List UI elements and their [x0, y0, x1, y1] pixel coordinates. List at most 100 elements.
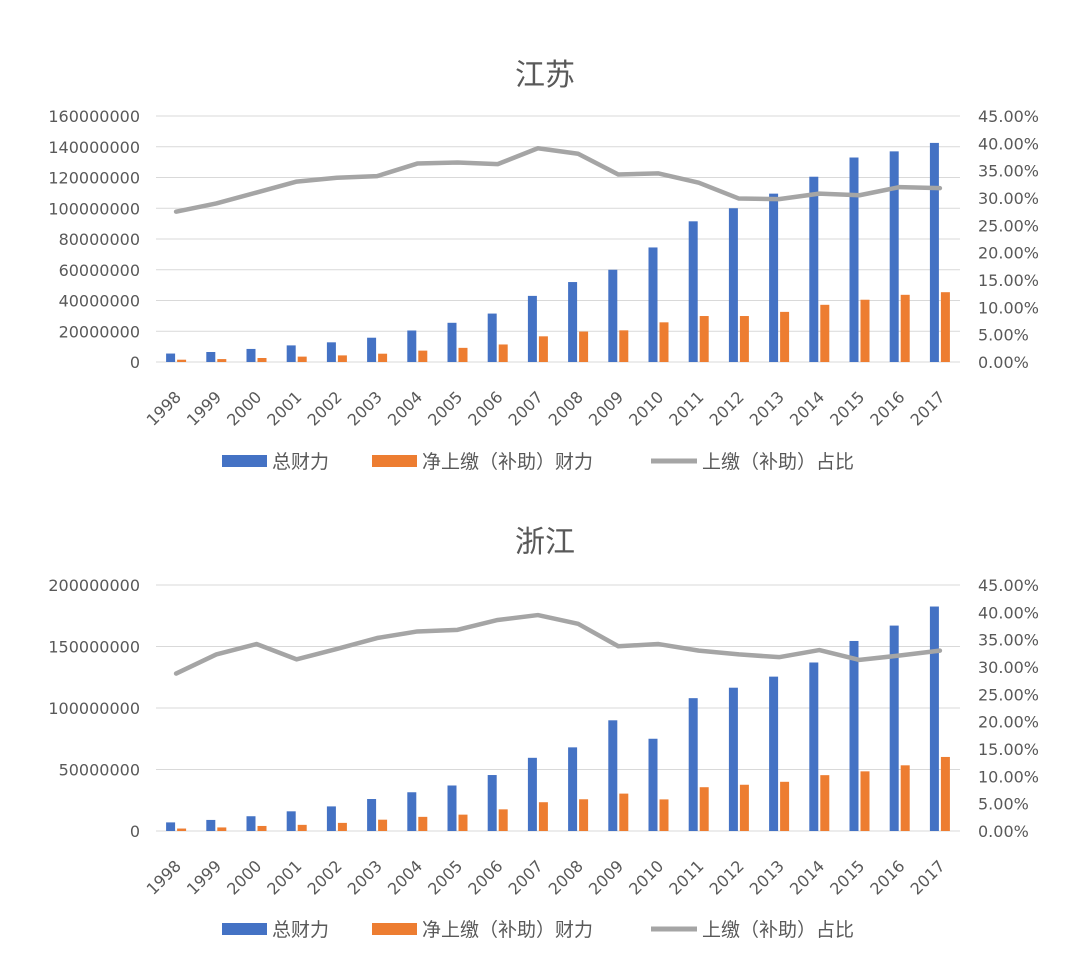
y-tick-label: 120000000	[48, 169, 140, 188]
y-tick-label: 20000000	[59, 322, 140, 341]
bar-total-1999	[206, 352, 216, 362]
x-tick-label: 2011	[665, 387, 707, 429]
legend-swatch-total	[222, 455, 267, 467]
bar-net-2007	[538, 336, 548, 362]
y-tick-label: 50000000	[59, 761, 140, 780]
bar-total-2006	[487, 313, 497, 362]
legend: 总财力 净上缴（补助）财力 上缴（补助）占比	[222, 451, 854, 473]
bar-total-2002	[326, 342, 336, 362]
bar-total-2007	[527, 757, 537, 831]
x-tick-label: 2008	[545, 387, 587, 429]
bar-total-2007	[527, 295, 537, 362]
x-tick-label: 2004	[384, 856, 426, 898]
x-tick-label: 2013	[746, 856, 788, 898]
legend-label-net: 净上缴（补助）财力	[422, 919, 593, 941]
y2-tick-label: 0.00%	[978, 353, 1029, 372]
y2-tick-label: 15.00%	[978, 271, 1039, 290]
bar-net-1999	[217, 827, 227, 831]
bar-total-2002	[326, 806, 336, 831]
x-tick-label: 2012	[706, 387, 748, 429]
y2-tick-label: 10.00%	[978, 767, 1039, 786]
x-tick-label: 1998	[143, 387, 185, 429]
legend-label-ratio: 上缴（补助）占比	[702, 919, 854, 941]
y2-tick-label: 0.00%	[978, 822, 1029, 841]
x-tick-label: 2009	[585, 387, 627, 429]
bar-net-2012	[739, 316, 749, 362]
y-tick-label: 40000000	[59, 292, 140, 311]
x-tick-label: 2003	[344, 387, 386, 429]
y-tick-label: 60000000	[59, 261, 140, 280]
y2-tick-label: 45.00%	[978, 107, 1039, 126]
ratio-line	[173, 612, 943, 676]
bar-total-2015	[849, 640, 859, 831]
y2-tick-label: 35.00%	[978, 631, 1039, 650]
x-tick-label: 2005	[424, 387, 466, 429]
bar-total-2013	[769, 676, 779, 831]
bar-net-2013	[780, 311, 790, 362]
bar-total-2017	[929, 606, 939, 831]
bar-total-1998	[166, 822, 176, 831]
y2-tick-label: 25.00%	[978, 216, 1039, 235]
y2-tick-label: 30.00%	[978, 658, 1039, 677]
bar-total-2005	[447, 322, 457, 362]
bar-total-2011	[688, 698, 698, 831]
bar-net-2015	[860, 299, 870, 362]
bar-total-2016	[889, 625, 899, 831]
x-tick-label: 2005	[424, 856, 466, 898]
bar-net-2003	[378, 353, 388, 362]
bar-net-2002	[337, 355, 347, 362]
y-tick-label: 200000000	[48, 576, 140, 595]
x-tick-label: 2004	[384, 387, 426, 429]
bar-total-2001	[286, 811, 296, 831]
legend-label-net: 净上缴（补助）财力	[422, 451, 593, 473]
bar-total-2013	[769, 193, 779, 362]
x-tick-label: 2010	[625, 387, 667, 429]
bar-net-2015	[860, 771, 870, 831]
bar-total-2006	[487, 775, 497, 831]
x-tick-label: 2017	[907, 387, 949, 429]
bar-total-2012	[728, 687, 738, 831]
bar-net-2010	[659, 322, 669, 362]
y2-tick-label: 5.00%	[978, 326, 1029, 345]
x-tick-label: 2015	[826, 856, 868, 898]
legend-label-ratio: 上缴（补助）占比	[702, 451, 854, 473]
bar-net-2011	[699, 316, 709, 362]
bar-total-2014	[809, 176, 819, 362]
bar-total-2009	[608, 269, 618, 362]
y2-tick-label: 45.00%	[978, 576, 1039, 595]
bar-net-2014	[820, 775, 830, 831]
chart-title: 浙江	[515, 525, 575, 560]
y-tick-label: 0	[130, 822, 140, 841]
x-tick-label: 2009	[585, 856, 627, 898]
x-tick-label: 1998	[143, 856, 185, 898]
x-tick-label: 1999	[183, 387, 225, 429]
y2-tick-label: 40.00%	[978, 603, 1039, 622]
y-tick-label: 100000000	[48, 199, 140, 218]
x-tick-label: 2008	[545, 856, 587, 898]
y2-tick-label: 30.00%	[978, 189, 1039, 208]
x-tick-label: 2013	[746, 387, 788, 429]
y2-tick-label: 25.00%	[978, 685, 1039, 704]
bar-net-2008	[579, 799, 589, 831]
x-tick-label: 2010	[625, 856, 667, 898]
x-tick-label: 2011	[665, 856, 707, 898]
y-tick-label: 100000000	[48, 699, 140, 718]
bar-net-2002	[337, 822, 347, 831]
bar-net-2004	[418, 816, 428, 831]
bar-total-2008	[568, 282, 578, 362]
x-tick-label: 2000	[223, 856, 265, 898]
bar-net-2016	[900, 765, 910, 831]
bar-total-2000	[246, 816, 256, 831]
bar-net-2006	[498, 344, 508, 362]
x-tick-label: 2015	[826, 387, 868, 429]
legend-swatch-total	[222, 923, 267, 935]
bar-net-1999	[217, 359, 227, 362]
y2-tick-label: 20.00%	[978, 713, 1039, 732]
chart-1: 浙江 0 50000000 100000000 150000000 200000000 0.…	[48, 525, 1039, 941]
bar-net-2003	[378, 819, 388, 831]
x-tick-label: 2002	[304, 856, 346, 898]
bar-total-2003	[367, 799, 377, 831]
bar-total-2011	[688, 221, 698, 362]
x-tick-label: 2001	[263, 856, 305, 898]
